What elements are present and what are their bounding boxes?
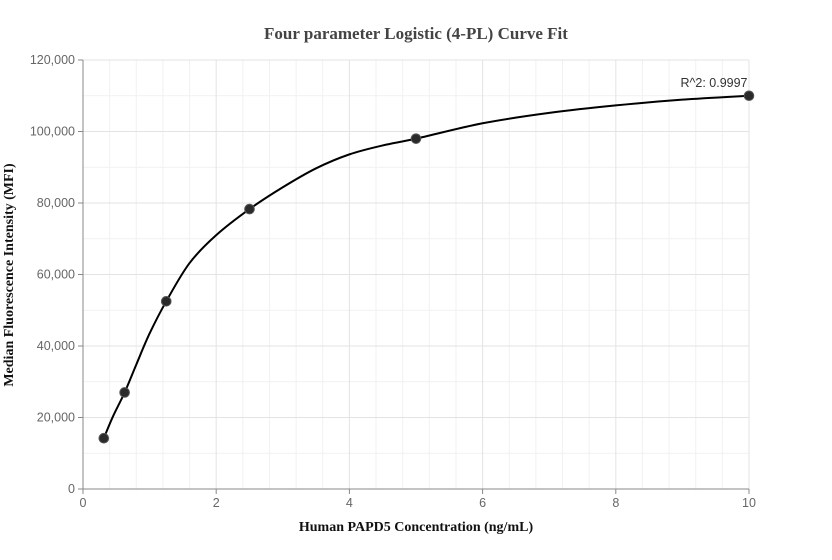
r-squared-annotation: R^2: 0.9997 — [680, 76, 747, 90]
annotations: R^2: 0.9997 — [680, 76, 747, 90]
grid — [83, 59, 750, 489]
data-point — [98, 432, 110, 444]
y-tick-label: 80,000 — [37, 196, 75, 210]
data-point — [410, 133, 422, 144]
x-tick-label: 2 — [213, 496, 220, 510]
ticks: 0 2 4 6 8 10 0 20,000 40,000 60,000 80,000 100,000 1… — [30, 53, 756, 510]
y-tick-label: 120,000 — [30, 53, 75, 67]
data-point — [743, 90, 755, 102]
x-tick-label: 0 — [80, 496, 87, 510]
y-tick-label: 0 — [68, 482, 75, 496]
y-tick-label: 20,000 — [37, 411, 75, 425]
x-tick-label: 10 — [742, 496, 756, 510]
x-tick-label: 4 — [346, 496, 353, 510]
y-tick-label: 60,000 — [37, 268, 75, 282]
data-points — [98, 90, 755, 444]
y-axis-title: Median Fluorescence Intensity (MFI) — [2, 163, 17, 387]
chart-title: Four parameter Logistic (4-PL) Curve Fit — [264, 24, 568, 43]
x-tick-label: 6 — [479, 496, 486, 510]
fit-curve-layer — [102, 94, 750, 439]
data-point — [160, 296, 172, 307]
y-tick-label: 100,000 — [30, 125, 75, 139]
data-point — [119, 387, 130, 398]
x-tick-label: 8 — [612, 496, 619, 510]
data-point — [244, 203, 255, 215]
y-tick-label: 40,000 — [37, 339, 75, 353]
x-axis-title: Human PAPD5 Concentration (ng/mL) — [299, 520, 534, 535]
fit-curve — [102, 94, 750, 439]
